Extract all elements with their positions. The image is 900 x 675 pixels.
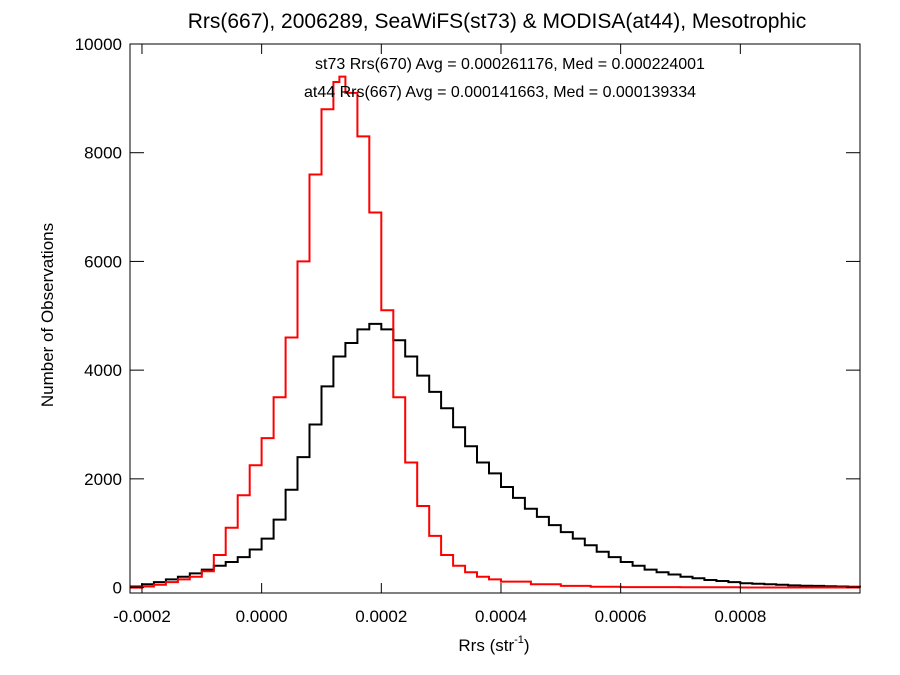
chart-title: Rrs(667), 2006289, SeaWiFS(st73) & MODIS… [188,10,807,33]
y-tick-label: 10000 [75,35,122,54]
x-axis-label: Rrs (str-1) [458,634,529,655]
x-axis-label-base: Rrs (str [458,636,514,655]
y-tick-label: 8000 [84,144,122,163]
series-st73-line [130,322,861,588]
y-tick-label: 0 [113,579,122,598]
x-tick-label: 0.0002 [355,607,407,626]
legend-entry-st73: st73 Rrs(670) Avg = 0.000261176, Med = 0… [315,56,705,73]
x-tick-label: 0.0006 [595,607,647,626]
legend-entry-at44: at44 Rrs(667) Avg = 0.000141663, Med = 0… [304,84,696,101]
x-tick-label: 0.0004 [475,607,527,626]
y-tick-label: 6000 [84,252,122,271]
x-tick-label: 0.0008 [714,607,766,626]
x-axis-label-sup: -1 [514,634,524,646]
plot-area: -0.0002 0.0000 0.0002 0.0004 0.0006 0.0008 0 20… [75,35,861,626]
x-tick-label: 0.0000 [236,607,288,626]
y-tick-label: 2000 [84,470,122,489]
y-axis-label: Number of Observations [38,223,57,407]
y-tick-label: 4000 [84,361,122,380]
axes-frame [129,43,861,594]
x-axis-label-close: ) [524,636,530,655]
series-at44-line [130,75,861,589]
x-tick-label: -0.0002 [113,607,171,626]
